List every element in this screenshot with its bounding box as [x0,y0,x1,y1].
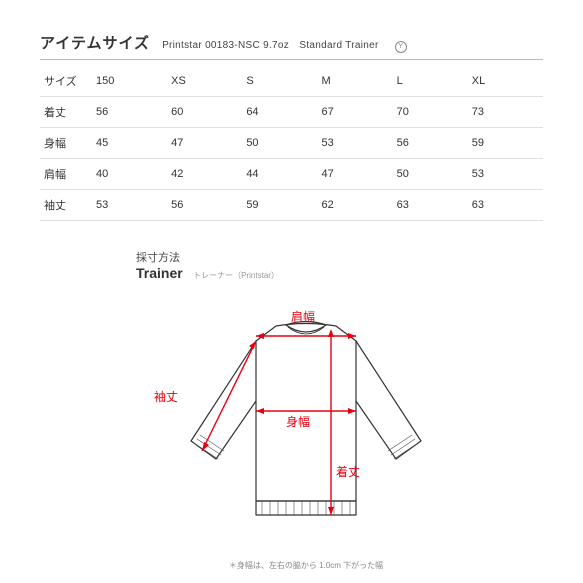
cell: 53 [468,159,543,190]
cell: 53 [317,128,392,159]
cell: 56 [92,97,167,128]
diagram-title-sub: トレーナー（Printstar） [193,271,279,280]
col-header: サイズ [40,66,92,97]
cell: 70 [393,97,468,128]
table-row: 肩幅 40 42 44 47 50 53 [40,159,543,190]
diagram-footnote: ＊身幅は、左右の脇から 1.0cm 下がった幅 [136,560,476,571]
garment-diagram: 肩幅 袖丈 身幅 着丈 ＊身幅は、左右の脇から 1.0cm 下がった幅 [136,291,476,571]
label-width: 身幅 [286,414,310,429]
table-row: 着丈 56 60 64 67 70 73 [40,97,543,128]
cell: 44 [242,159,317,190]
cell: 67 [317,97,392,128]
diagram-title: Trainer [136,265,183,281]
col-header: 150 [92,66,167,97]
cell: 40 [92,159,167,190]
cell: 45 [92,128,167,159]
cell: 73 [468,97,543,128]
cell: 47 [167,128,242,159]
page-title: アイテムサイズ [40,32,150,53]
table-row: 身幅 45 47 50 53 56 59 [40,128,543,159]
cell: 63 [468,190,543,221]
diagram-section: 採寸方法 Trainer トレーナー（Printstar） [40,249,543,571]
cell: 42 [167,159,242,190]
cell: 62 [317,190,392,221]
row-label: 着丈 [40,97,92,128]
label-shoulder: 肩幅 [291,309,315,324]
row-label: 袖丈 [40,190,92,221]
label-sleeve: 袖丈 [154,389,178,404]
cell: 47 [317,159,392,190]
cell: 50 [242,128,317,159]
cell: 56 [393,128,468,159]
cell: 64 [242,97,317,128]
size-table: サイズ 150 XS S M L XL 着丈 56 60 64 67 70 73… [40,66,543,221]
cell: 50 [393,159,468,190]
col-header: S [242,66,317,97]
table-header-row: サイズ 150 XS S M L XL [40,66,543,97]
row-label: 身幅 [40,128,92,159]
row-label: 肩幅 [40,159,92,190]
cell: 63 [393,190,468,221]
col-header: L [393,66,468,97]
cell: 59 [242,190,317,221]
diagram-subtitle: 採寸方法 [136,249,543,265]
label-length: 着丈 [336,464,360,479]
cell: 56 [167,190,242,221]
col-header: XS [167,66,242,97]
cell: 60 [167,97,242,128]
table-row: 袖丈 53 56 59 62 63 63 [40,190,543,221]
cell: 59 [468,128,543,159]
info-icon: Y [395,41,407,53]
col-header: XL [468,66,543,97]
cell: 53 [92,190,167,221]
page-subtitle: Printstar 00183-NSC 9.7oz Standard Train… [162,36,379,51]
header: アイテムサイズ Printstar 00183-NSC 9.7oz Standa… [40,32,543,60]
col-header: M [317,66,392,97]
